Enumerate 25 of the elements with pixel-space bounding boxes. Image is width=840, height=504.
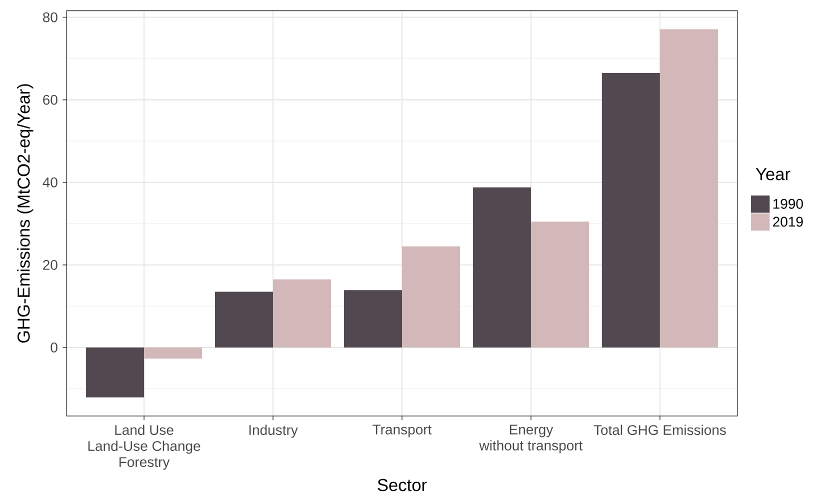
x-axis-title: Sector: [378, 478, 427, 492]
y-tick-label: 0: [50, 342, 58, 352]
y-axis-title: GHG-Emissions (MtCO2-eq/Year): [17, 84, 34, 343]
y-tick-label: 20: [43, 260, 58, 270]
bar: [273, 279, 332, 348]
y-tick-label: 60: [43, 94, 58, 105]
bar: [530, 222, 590, 348]
legend-label: 1990: [773, 198, 803, 209]
bar: [86, 347, 144, 398]
bar: [602, 72, 660, 348]
x-tick-label: Energy without transport: [479, 424, 583, 454]
legend-title: Year: [756, 168, 790, 180]
x-tick-label: Transport: [372, 424, 432, 438]
bar: [214, 292, 274, 348]
bar: [472, 187, 531, 348]
y-tick-label: 40: [42, 177, 58, 188]
legend-label: 2019: [773, 216, 803, 227]
y-tick-label: 80: [42, 12, 58, 22]
bar: [660, 29, 718, 348]
bar: [144, 347, 202, 359]
bar: [344, 290, 402, 348]
x-tick-label: Land Use Land-Use Change Forestry: [88, 424, 200, 470]
bar: [402, 246, 460, 348]
x-tick-label: Industry: [249, 424, 298, 438]
x-tick-label: Total GHG Emissions: [594, 424, 726, 436]
